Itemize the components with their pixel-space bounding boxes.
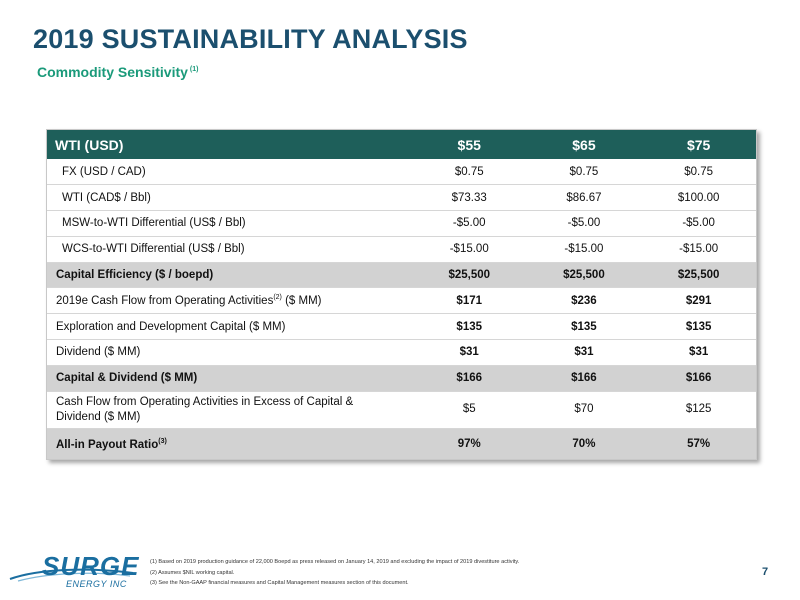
row-value: $100.00: [641, 184, 756, 212]
table-row-highlight: Capital Efficiency ($ / boepd) $25,500 $…: [47, 262, 756, 289]
page-title: 2019 SUSTAINABILITY ANALYSIS: [33, 24, 468, 54]
row-label-text: All-in Payout Ratio: [56, 438, 159, 451]
header-cell-label: WTI (USD): [47, 130, 412, 159]
row-value: $31: [526, 339, 642, 366]
row-label: All-in Payout Ratio(3): [47, 428, 412, 460]
row-value: $135: [526, 313, 642, 341]
table-row: Dividend ($ MM) $31 $31 $31: [47, 339, 756, 366]
row-value: -$5.00: [641, 210, 756, 237]
row-value: $25,500: [641, 262, 756, 289]
row-label: Exploration and Development Capital ($ M…: [47, 313, 412, 341]
subtitle-footnote-ref: (1): [189, 66, 199, 74]
header-cell-65: $65: [526, 130, 642, 159]
row-value: $135: [411, 313, 527, 341]
row-value: $236: [526, 287, 642, 315]
table-row: 2019e Cash Flow from Operating Activitie…: [47, 287, 756, 315]
row-value: $70: [526, 391, 642, 429]
row-label: WCS-to-WTI Differential (US$ / Bbl): [47, 236, 412, 263]
footnote-2: (2) Assumes $NIL working capital.: [150, 569, 235, 576]
table-row: Cash Flow from Operating Activities in E…: [47, 391, 756, 429]
row-label: FX (USD / CAD): [47, 159, 412, 186]
row-value: -$5.00: [526, 210, 642, 237]
row-label: 2019e Cash Flow from Operating Activitie…: [47, 287, 412, 315]
row-value: $135: [641, 313, 756, 341]
header-cell-75: $75: [641, 130, 756, 159]
table-row: WCS-to-WTI Differential (US$ / Bbl) -$15…: [47, 236, 756, 263]
row-label: MSW-to-WTI Differential (US$ / Bbl): [47, 210, 412, 237]
page-number: 7: [762, 566, 769, 578]
row-value: $73.33: [411, 184, 527, 212]
footnote-1: (1) Based on 2019 production guidance of…: [150, 559, 520, 565]
table-row: FX (USD / CAD) $0.75 $0.75 $0.75: [47, 159, 756, 186]
row-value: -$15.00: [641, 236, 756, 263]
page-subtitle: Commodity Sensitivity (1): [37, 64, 198, 80]
row-label: Dividend ($ MM): [47, 339, 412, 366]
row-value: $5: [411, 391, 527, 429]
row-label-text: 2019e Cash Flow from Operating Activitie…: [56, 295, 274, 308]
footnote-3: (3) See the Non-GAAP financial measures …: [150, 580, 409, 586]
subtitle-text: Commodity Sensitivity: [37, 64, 188, 80]
row-value: $125: [641, 391, 756, 429]
row-value: $171: [411, 287, 527, 315]
table-header-row: WTI (USD) $55 $65 $75: [47, 130, 756, 159]
company-logo: SURGE ENERGY INC: [8, 549, 138, 594]
row-value: $0.75: [641, 159, 756, 186]
row-value: $291: [641, 287, 756, 315]
row-value: -$15.00: [526, 236, 642, 263]
row-value: $25,500: [411, 262, 527, 289]
row-value: $166: [526, 365, 642, 392]
footnotes: (1) Based on 2019 production guidance of…: [150, 557, 519, 589]
row-value: 97%: [411, 428, 527, 460]
row-value: $31: [411, 339, 527, 366]
row-value: $166: [411, 365, 527, 392]
table-row: Exploration and Development Capital ($ M…: [47, 313, 756, 341]
row-value: 70%: [526, 428, 642, 460]
row-value: $25,500: [526, 262, 642, 289]
row-value: 57%: [641, 428, 756, 460]
row-value: $31: [641, 339, 756, 366]
header-cell-55: $55: [411, 130, 527, 159]
row-label-tail: ($ MM): [281, 295, 322, 308]
row-value: $0.75: [526, 159, 642, 186]
logo-wordmark: SURGE: [42, 551, 140, 581]
row-value: $0.75: [411, 159, 527, 186]
row-value: $166: [641, 365, 756, 392]
row-label: Cash Flow from Operating Activities in E…: [47, 391, 412, 429]
swoosh-icon: [9, 568, 134, 582]
sensitivity-table-container: WTI (USD) $55 $65 $75 FX (USD / CAD) $0.…: [46, 129, 757, 461]
row-footnote-ref: (2): [273, 294, 282, 302]
row-value: -$15.00: [411, 236, 527, 263]
row-label: Capital & Dividend ($ MM): [47, 365, 412, 392]
table-row-highlight: Capital & Dividend ($ MM) $166 $166 $166: [47, 365, 756, 392]
sensitivity-table: WTI (USD) $55 $65 $75 FX (USD / CAD) $0.…: [47, 130, 756, 460]
row-label: WTI (CAD$ / Bbl): [47, 184, 412, 212]
row-footnote-ref: (3): [158, 437, 167, 445]
table-row: MSW-to-WTI Differential (US$ / Bbl) -$5.…: [47, 210, 756, 237]
row-value: $86.67: [526, 184, 642, 212]
row-label: Capital Efficiency ($ / boepd): [47, 262, 412, 289]
table-row-highlight: All-in Payout Ratio(3) 97% 70% 57%: [47, 428, 756, 460]
table-row: WTI (CAD$ / Bbl) $73.33 $86.67 $100.00: [47, 184, 756, 212]
row-value: -$5.00: [411, 210, 527, 237]
logo-tagline: ENERGY INC: [66, 579, 127, 589]
